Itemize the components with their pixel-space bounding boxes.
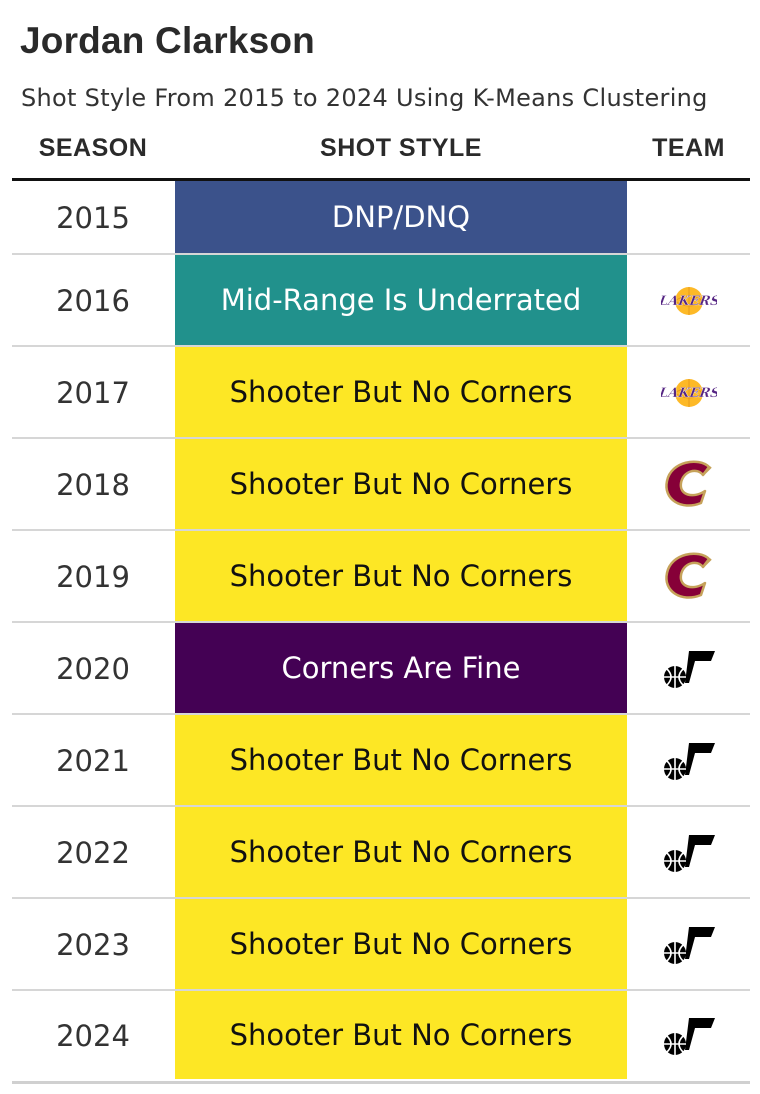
table-row: 2018 Shooter But No Corners — [12, 439, 750, 531]
shot-style-cell: Mid-Range Is Underrated — [175, 255, 627, 345]
shot-style-cell: Shooter But No Corners — [175, 531, 627, 621]
row-divider — [12, 529, 750, 531]
shot-style-cell: DNP/DNQ — [175, 181, 627, 253]
header-divider — [12, 178, 750, 181]
season-cell: 2023 — [56, 928, 130, 962]
table-row: 2022 Shooter But No Corners — [12, 807, 750, 899]
page-subtitle: Shot Style From 2015 to 2024 Using K-Mea… — [21, 84, 708, 112]
row-divider — [12, 897, 750, 899]
season-cell: 2016 — [56, 284, 130, 318]
row-divider — [12, 989, 750, 991]
jazz-logo — [627, 991, 750, 1081]
row-divider — [12, 253, 750, 255]
svg-text:LAKERS: LAKERS — [661, 386, 717, 401]
row-divider — [12, 345, 750, 347]
shot-style-cell: Corners Are Fine — [175, 623, 627, 713]
shot-style-cell: Shooter But No Corners — [175, 991, 627, 1079]
season-cell: 2021 — [56, 744, 130, 778]
shot-style-cell: Shooter But No Corners — [175, 899, 627, 989]
table-row: 2017 Shooter But No Corners LAKERS — [12, 347, 750, 439]
table-row: 2023 Shooter But No Corners — [12, 899, 750, 991]
season-cell: 2017 — [56, 376, 130, 410]
season-cell: 2022 — [56, 836, 130, 870]
table-row: 2021 Shooter But No Corners — [12, 715, 750, 807]
column-header-shot-style: SHOT STYLE — [320, 134, 482, 162]
shot-style-cell: Shooter But No Corners — [175, 439, 627, 529]
shot-style-cell: Shooter But No Corners — [175, 715, 627, 805]
cavaliers-logo — [627, 439, 750, 531]
season-cell: 2020 — [56, 652, 130, 686]
table-row: 2016 Mid-Range Is Underrated LAKERS — [12, 255, 750, 347]
row-divider — [12, 621, 750, 623]
season-cell: 2015 — [56, 201, 130, 235]
svg-text:LAKERS: LAKERS — [661, 294, 717, 309]
jazz-logo — [627, 623, 750, 715]
team-cell-empty — [627, 181, 750, 255]
shot-style-cell: Shooter But No Corners — [175, 347, 627, 437]
table-row: 2020 Corners Are Fine — [12, 623, 750, 715]
shot-style-cell: Shooter But No Corners — [175, 807, 627, 897]
table-row: 2024 Shooter But No Corners — [12, 991, 750, 1081]
table-row: 2019 Shooter But No Corners — [12, 531, 750, 623]
page-title: Jordan Clarkson — [20, 20, 315, 61]
season-cell: 2024 — [56, 1019, 130, 1053]
table-row: 2015 DNP/DNQ — [12, 181, 750, 255]
lakers-logo: LAKERS — [627, 255, 750, 347]
column-header-team: TEAM — [652, 134, 725, 162]
table-bottom-divider — [12, 1081, 750, 1084]
table-header: SEASON SHOT STYLE TEAM — [12, 128, 750, 178]
row-divider — [12, 805, 750, 807]
jazz-logo — [627, 807, 750, 899]
lakers-logo: LAKERS — [627, 347, 750, 439]
row-divider — [12, 713, 750, 715]
season-cell: 2019 — [56, 560, 130, 594]
row-divider — [12, 437, 750, 439]
jazz-logo — [627, 715, 750, 807]
season-cell: 2018 — [56, 468, 130, 502]
cavaliers-logo — [627, 531, 750, 623]
jazz-logo — [627, 899, 750, 991]
column-header-season: SEASON — [38, 134, 148, 162]
